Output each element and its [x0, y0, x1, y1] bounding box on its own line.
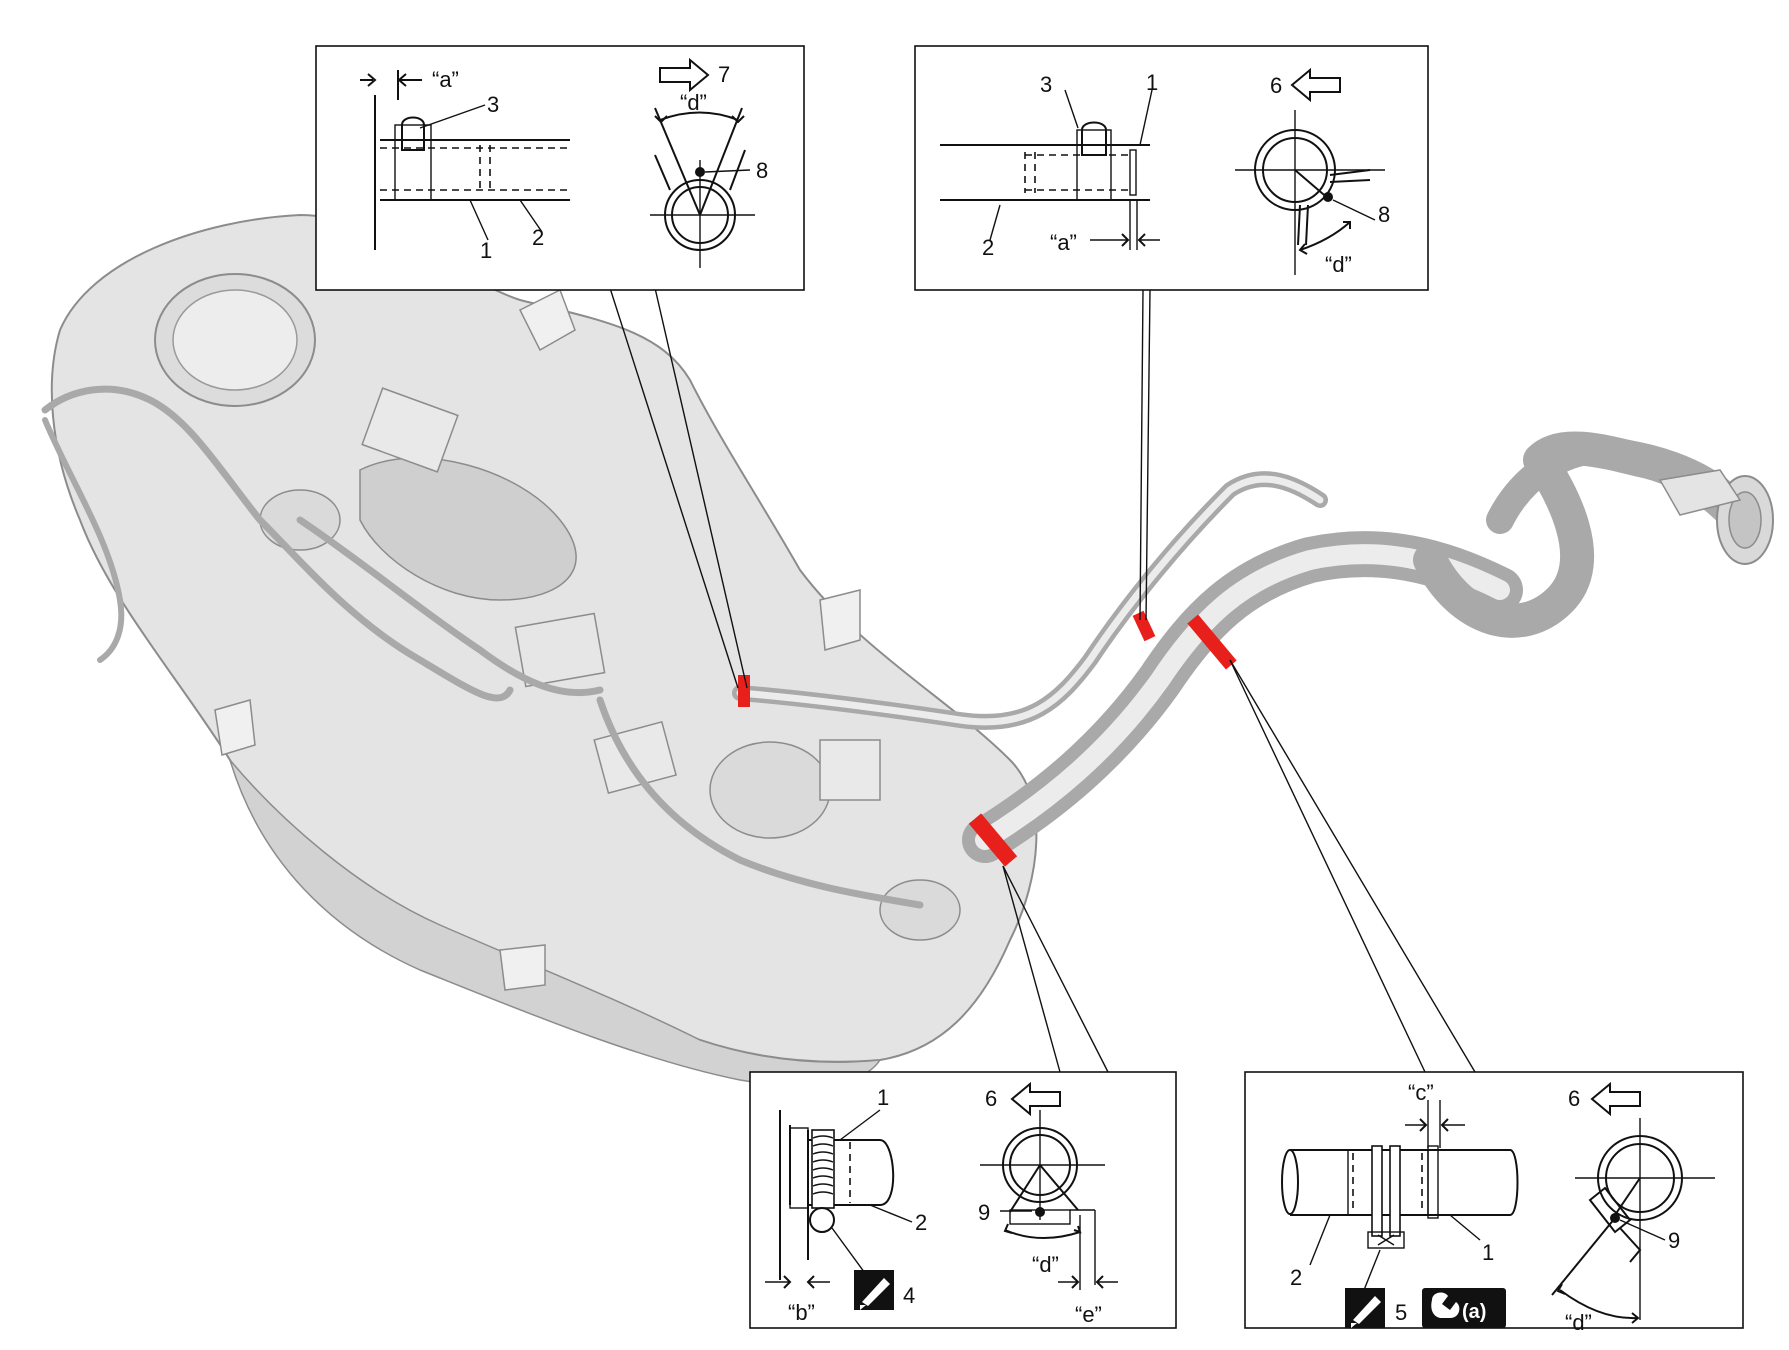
dim-e-label: “e” — [1075, 1302, 1102, 1327]
dim-d-label: “d” — [1032, 1252, 1059, 1277]
callout-2: 2 — [1290, 1265, 1302, 1290]
dim-a-label: “a” — [432, 67, 459, 92]
callout-2: 2 — [982, 235, 994, 260]
clamp-highlight-1 — [738, 675, 750, 707]
callout-8: 8 — [756, 158, 768, 183]
torque-spec-ref: (a) — [1462, 1301, 1486, 1323]
arrow-icon — [1010, 1081, 1061, 1117]
callout-9: 9 — [1668, 1228, 1680, 1253]
callout-1: 1 — [1482, 1240, 1494, 1265]
callout-3: 3 — [487, 92, 499, 117]
callout-7: 7 — [718, 62, 730, 87]
callout-9: 9 — [978, 1200, 990, 1225]
callout-6: 6 — [1270, 73, 1282, 98]
callout-6: 6 — [1568, 1086, 1580, 1111]
detail-box-top-right — [914, 45, 1429, 291]
detail-box-bottom-right — [1244, 1071, 1744, 1329]
leader-lines — [609, 287, 1476, 1073]
callout-5: 5 — [1395, 1300, 1407, 1325]
callout-4: 4 — [903, 1283, 915, 1308]
dim-d-label: “d” — [1565, 1310, 1592, 1335]
callout-1: 1 — [1146, 70, 1158, 95]
callout-8: 8 — [1378, 202, 1390, 227]
filler-pipes — [732, 431, 1774, 867]
callout-6: 6 — [985, 1086, 997, 1111]
callout-1: 1 — [877, 1085, 889, 1110]
callout-2: 2 — [915, 1210, 927, 1235]
dim-d-label: “d” — [1325, 252, 1352, 277]
dim-b-label: “b” — [788, 1300, 815, 1325]
dim-d-label: “d” — [680, 90, 707, 115]
callout-2: 2 — [532, 225, 544, 250]
clamp-highlight-3 — [1187, 614, 1237, 670]
arrow-icon — [1290, 67, 1341, 103]
callout-3: 3 — [1040, 72, 1052, 97]
arrow-icon — [659, 57, 710, 93]
dim-a-label: “a” — [1050, 230, 1077, 255]
dim-c-label: “c” — [1408, 1080, 1434, 1105]
arrow-icon — [1590, 1081, 1641, 1117]
fuel-tank-illustration — [41, 213, 1038, 1087]
callout-1: 1 — [480, 238, 492, 263]
detail-box-top-left — [315, 45, 805, 291]
clamp-highlight-2 — [1132, 610, 1156, 642]
clamp-highlight-4 — [968, 813, 1018, 867]
detail-box-bottom-left — [749, 1071, 1177, 1329]
